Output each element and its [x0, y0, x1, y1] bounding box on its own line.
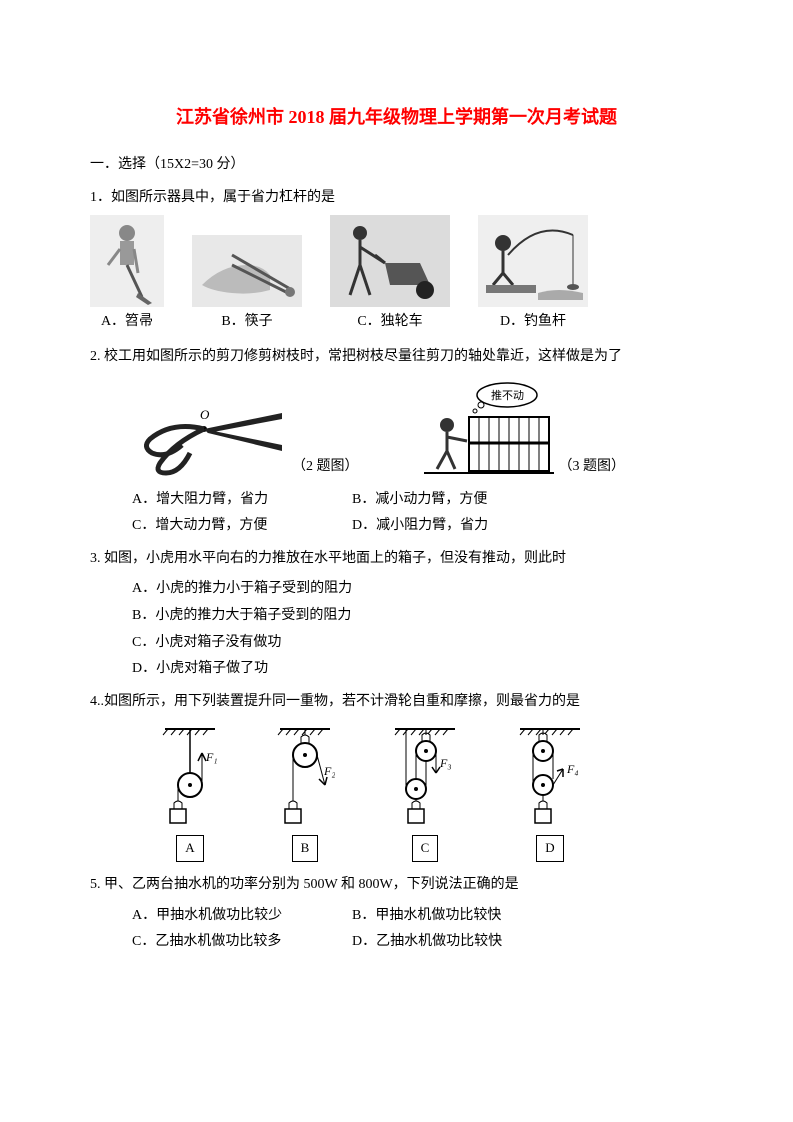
q3-opt-a: A．小虎的推力小于箱子受到的阻力 [132, 576, 703, 603]
q2-opt-d: D．减小阻力臂，省力 [352, 513, 572, 540]
q1-stem: 1．如图所示器具中，属于省力杠杆的是 [90, 185, 703, 212]
q2-fig-caption: （2 题图） [292, 454, 359, 481]
q2-options: A．增大阻力臂，省力 B．减小动力臂，方便 C．增大动力臂，方便 D．减小阻力臂… [90, 487, 703, 540]
q4-label-a: A [176, 835, 203, 862]
q2-opt-c: C．增大动力臂，方便 [132, 513, 352, 540]
q3-stem: 3. 如图，小虎用水平向右的力推放在水平地面上的箱子，但没有推动，则此时 [90, 546, 703, 573]
push-box-icon: 推不动 [419, 381, 559, 481]
q3-opt-d: D．小虎对箱子做了功 [132, 656, 703, 683]
q1-opt-d: D．钓鱼杆 [478, 215, 588, 336]
svg-text:O: O [200, 407, 210, 422]
q3-fig-caption: （3 题图） [559, 454, 626, 481]
q5-opt-c: C．乙抽水机做功比较多 [132, 929, 352, 956]
pulley-a-icon: F₁ [160, 723, 220, 833]
q5-opt-a: A．甲抽水机做功比较少 [132, 903, 352, 930]
q4-fig-c: F₃ C [390, 723, 460, 862]
q4-fig-d: F₄ D [515, 723, 585, 862]
q1-opt-c: C．独轮车 [330, 215, 450, 336]
q4-stem: 4..如图所示，用下列装置提升同一重物，若不计滑轮自重和摩擦，则最省力的是 [90, 689, 703, 716]
q4-fig-b: F₂ B [275, 723, 335, 862]
section-header: 一．选择（15X2=30 分） [90, 152, 703, 179]
q4-fig-a: F₁ A [160, 723, 220, 862]
question-3: 3. 如图，小虎用水平向右的力推放在水平地面上的箱子，但没有推动，则此时 A．小… [90, 546, 703, 683]
q3-opt-c: C．小虎对箱子没有做功 [132, 630, 703, 657]
q5-opt-b: B．甲抽水机做功比较快 [352, 903, 572, 930]
q3-figure: 推不动 （3 题图） [419, 381, 626, 481]
pulley-b-icon: F₂ [275, 723, 335, 833]
q4-figures: F₁ A F₂ B [160, 723, 703, 862]
q2-opt-a: A．增大阻力臂，省力 [132, 487, 352, 514]
q1-opt-d-label: D．钓鱼杆 [500, 309, 566, 336]
fishing-rod-icon [478, 215, 588, 307]
question-2: 2. 校工用如图所示的剪刀修剪树枝时，常把树枝尽量往剪刀的轴处靠近，这样做是为了… [90, 344, 703, 540]
q3-options: A．小虎的推力小于箱子受到的阻力 B．小虎的推力大于箱子受到的阻力 C．小虎对箱… [90, 576, 703, 682]
scissors-icon: O [132, 401, 292, 481]
question-1: 1．如图所示器具中，属于省力杠杆的是 A．笤帚 B．筷子 [90, 185, 703, 336]
q4-label-b: B [292, 835, 319, 862]
q4-label-c: C [412, 835, 439, 862]
q4-label-d: D [536, 835, 563, 862]
q2-opt-b: B．减小动力臂，方便 [352, 487, 572, 514]
svg-text:F₂: F₂ [323, 764, 335, 778]
question-5: 5. 甲、乙两台抽水机的功率分别为 500W 和 800W，下列说法正确的是 A… [90, 872, 703, 956]
svg-text:F₄: F₄ [566, 762, 579, 776]
q1-opt-c-label: C．独轮车 [357, 309, 422, 336]
exam-title: 江苏省徐州市 2018 届九年级物理上学期第一次月考试题 [90, 100, 703, 134]
q1-opt-b: B．筷子 [192, 235, 302, 336]
svg-text:F₃: F₃ [439, 756, 452, 770]
question-4: 4..如图所示，用下列装置提升同一重物，若不计滑轮自重和摩擦，则最省力的是 F₁… [90, 689, 703, 862]
broom-icon [90, 215, 164, 307]
q1-opt-b-label: B．筷子 [221, 309, 272, 336]
wheelbarrow-icon [330, 215, 450, 307]
q5-options: A．甲抽水机做功比较少 B．甲抽水机做功比较快 C．乙抽水机做功比较多 D．乙抽… [90, 903, 703, 956]
q2-figure: O （2 题图） [132, 401, 359, 481]
q5-opt-d: D．乙抽水机做功比较快 [352, 929, 572, 956]
q1-options: A．笤帚 B．筷子 C．独轮 [90, 215, 703, 336]
q1-opt-a: A．笤帚 [90, 215, 164, 336]
chopsticks-icon [192, 235, 302, 307]
q1-opt-a-label: A．笤帚 [101, 309, 153, 336]
q3-opt-b: B．小虎的推力大于箱子受到的阻力 [132, 603, 703, 630]
q2-stem: 2. 校工用如图所示的剪刀修剪树枝时，常把树枝尽量往剪刀的轴处靠近，这样做是为了 [90, 344, 703, 371]
pulley-c-icon: F₃ [390, 723, 460, 833]
svg-text:F₁: F₁ [205, 750, 218, 764]
q5-stem: 5. 甲、乙两台抽水机的功率分别为 500W 和 800W，下列说法正确的是 [90, 872, 703, 899]
pulley-d-icon: F₄ [515, 723, 585, 833]
svg-text:推不动: 推不动 [491, 388, 524, 402]
